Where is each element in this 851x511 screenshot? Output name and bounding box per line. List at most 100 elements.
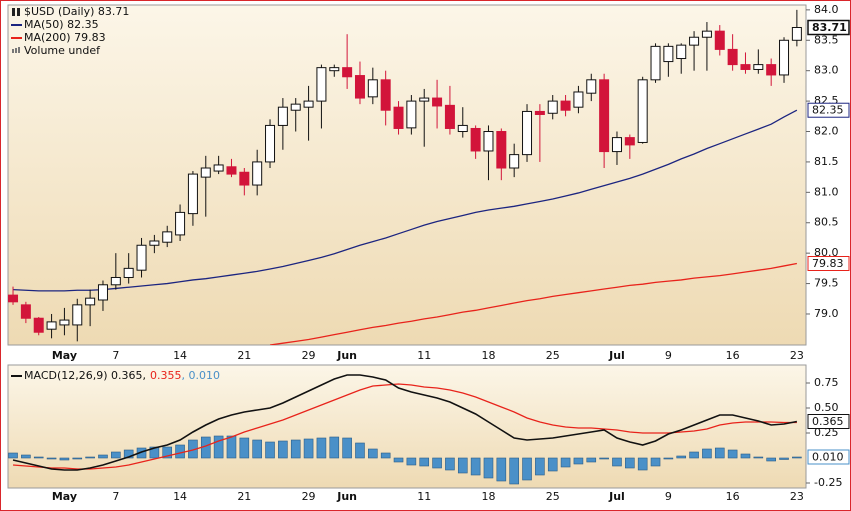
candle-body bbox=[239, 171, 250, 186]
y-tick-label: 0.25 bbox=[814, 426, 839, 439]
candle-body bbox=[46, 321, 57, 330]
histogram-bar bbox=[72, 457, 83, 460]
x-tick-label: Jul bbox=[608, 490, 625, 503]
legend-icon bbox=[17, 8, 20, 16]
last-value-label: 83.71 bbox=[812, 21, 847, 34]
candle-body bbox=[85, 297, 96, 306]
legend-title: $USD (Daily) 83.71 bbox=[24, 5, 129, 18]
y-tick-label: 80.0 bbox=[814, 246, 839, 259]
candle-body bbox=[444, 104, 455, 129]
histogram-bar bbox=[213, 435, 224, 459]
histogram-bar bbox=[612, 457, 622, 467]
candle-body bbox=[8, 294, 19, 303]
candle-body bbox=[393, 106, 404, 129]
x-tick-label: 7 bbox=[112, 349, 119, 362]
x-tick-label: 29 bbox=[302, 349, 316, 362]
y-tick-label: 80.5 bbox=[814, 216, 839, 229]
candle-body bbox=[342, 67, 353, 78]
x-tick-label: 25 bbox=[546, 490, 560, 503]
y-tick-label: 83.0 bbox=[814, 64, 839, 77]
histogram-bar bbox=[740, 453, 751, 459]
candle-body bbox=[599, 79, 610, 153]
axes: 84.083.583.082.582.081.581.080.580.079.5… bbox=[52, 3, 850, 503]
price-panel bbox=[7, 4, 807, 346]
histogram-bar bbox=[342, 437, 352, 459]
candle-body bbox=[406, 100, 417, 129]
y-tick-label: -0.25 bbox=[814, 476, 842, 489]
last-value-box bbox=[807, 255, 850, 271]
candle-body bbox=[701, 30, 712, 38]
histogram-bar bbox=[21, 454, 31, 459]
candle-body bbox=[149, 240, 160, 246]
candle-body bbox=[432, 97, 443, 107]
histogram-bar bbox=[59, 457, 70, 461]
candle-body bbox=[573, 91, 584, 108]
legend-part: 0.355 bbox=[150, 369, 182, 382]
histogram-bar bbox=[252, 439, 262, 459]
candle-body bbox=[547, 100, 558, 114]
y-tick-label: 79.5 bbox=[814, 277, 839, 290]
candle-body bbox=[123, 267, 134, 278]
x-tick-label: May bbox=[52, 349, 77, 362]
histogram-bar bbox=[792, 456, 802, 459]
candle-body bbox=[663, 45, 674, 63]
legend-entry: MACD(12,26,9) 0.365, 0.355, 0.010 bbox=[24, 369, 220, 382]
candle-body bbox=[714, 30, 725, 50]
x-tick-label: 9 bbox=[665, 490, 672, 503]
x-tick-label: 21 bbox=[237, 490, 251, 503]
last-value-label: 0.365 bbox=[812, 415, 844, 428]
histogram-bar bbox=[779, 457, 789, 460]
legend-icon bbox=[12, 8, 15, 16]
histogram-bar bbox=[303, 438, 314, 459]
candle-body bbox=[766, 64, 777, 76]
histogram-bar bbox=[522, 457, 532, 481]
x-tick-label: 14 bbox=[173, 490, 187, 503]
last-value-box bbox=[807, 414, 850, 429]
x-tick-label: 9 bbox=[665, 349, 672, 362]
histogram-bar bbox=[149, 446, 160, 459]
histogram-bar bbox=[470, 457, 481, 476]
candle-body bbox=[59, 319, 70, 326]
candle-body bbox=[637, 79, 648, 143]
legend-part: MACD(12,26,9) 0.365, bbox=[24, 369, 146, 382]
candle-body bbox=[779, 39, 790, 76]
candle-body bbox=[200, 167, 211, 178]
candle-body bbox=[496, 131, 507, 169]
histogram-bar bbox=[445, 457, 455, 471]
candle-body bbox=[791, 27, 802, 41]
histogram-bar bbox=[432, 457, 442, 469]
last-value-box bbox=[807, 449, 850, 465]
histogram-bar bbox=[265, 441, 275, 459]
legend-icon bbox=[15, 48, 17, 53]
price-plot bbox=[8, 9, 802, 345]
y-tick-label: 81.5 bbox=[814, 155, 839, 168]
macd-panel bbox=[7, 364, 807, 489]
candle-body bbox=[534, 110, 545, 115]
candle-body bbox=[316, 67, 327, 102]
candle-body bbox=[303, 100, 314, 108]
candle-body bbox=[740, 64, 751, 70]
histogram-bar bbox=[599, 457, 609, 460]
histogram-bar bbox=[329, 436, 340, 459]
histogram-bar bbox=[406, 457, 417, 466]
histogram-bar bbox=[457, 457, 468, 474]
x-tick-label: 18 bbox=[481, 490, 495, 503]
signal-line bbox=[12, 383, 797, 470]
x-tick-label: Jun bbox=[336, 349, 357, 362]
histogram-bar bbox=[637, 457, 648, 471]
histogram-bar bbox=[676, 455, 687, 459]
y-tick-label: 79.0 bbox=[814, 307, 839, 320]
histogram-bar bbox=[766, 457, 776, 462]
candle-body bbox=[676, 44, 687, 60]
candle-body bbox=[650, 45, 661, 81]
x-tick-label: 25 bbox=[546, 349, 560, 362]
x-tick-label: May bbox=[52, 490, 77, 503]
x-tick-label: 7 bbox=[112, 490, 119, 503]
x-tick-label: 18 bbox=[481, 349, 495, 362]
last-value-box bbox=[807, 19, 850, 36]
candle-body bbox=[290, 103, 301, 111]
candle-body bbox=[175, 211, 186, 236]
y-tick-label: 0.50 bbox=[814, 401, 839, 414]
candle-body bbox=[213, 164, 224, 172]
histogram-bar bbox=[368, 448, 378, 459]
